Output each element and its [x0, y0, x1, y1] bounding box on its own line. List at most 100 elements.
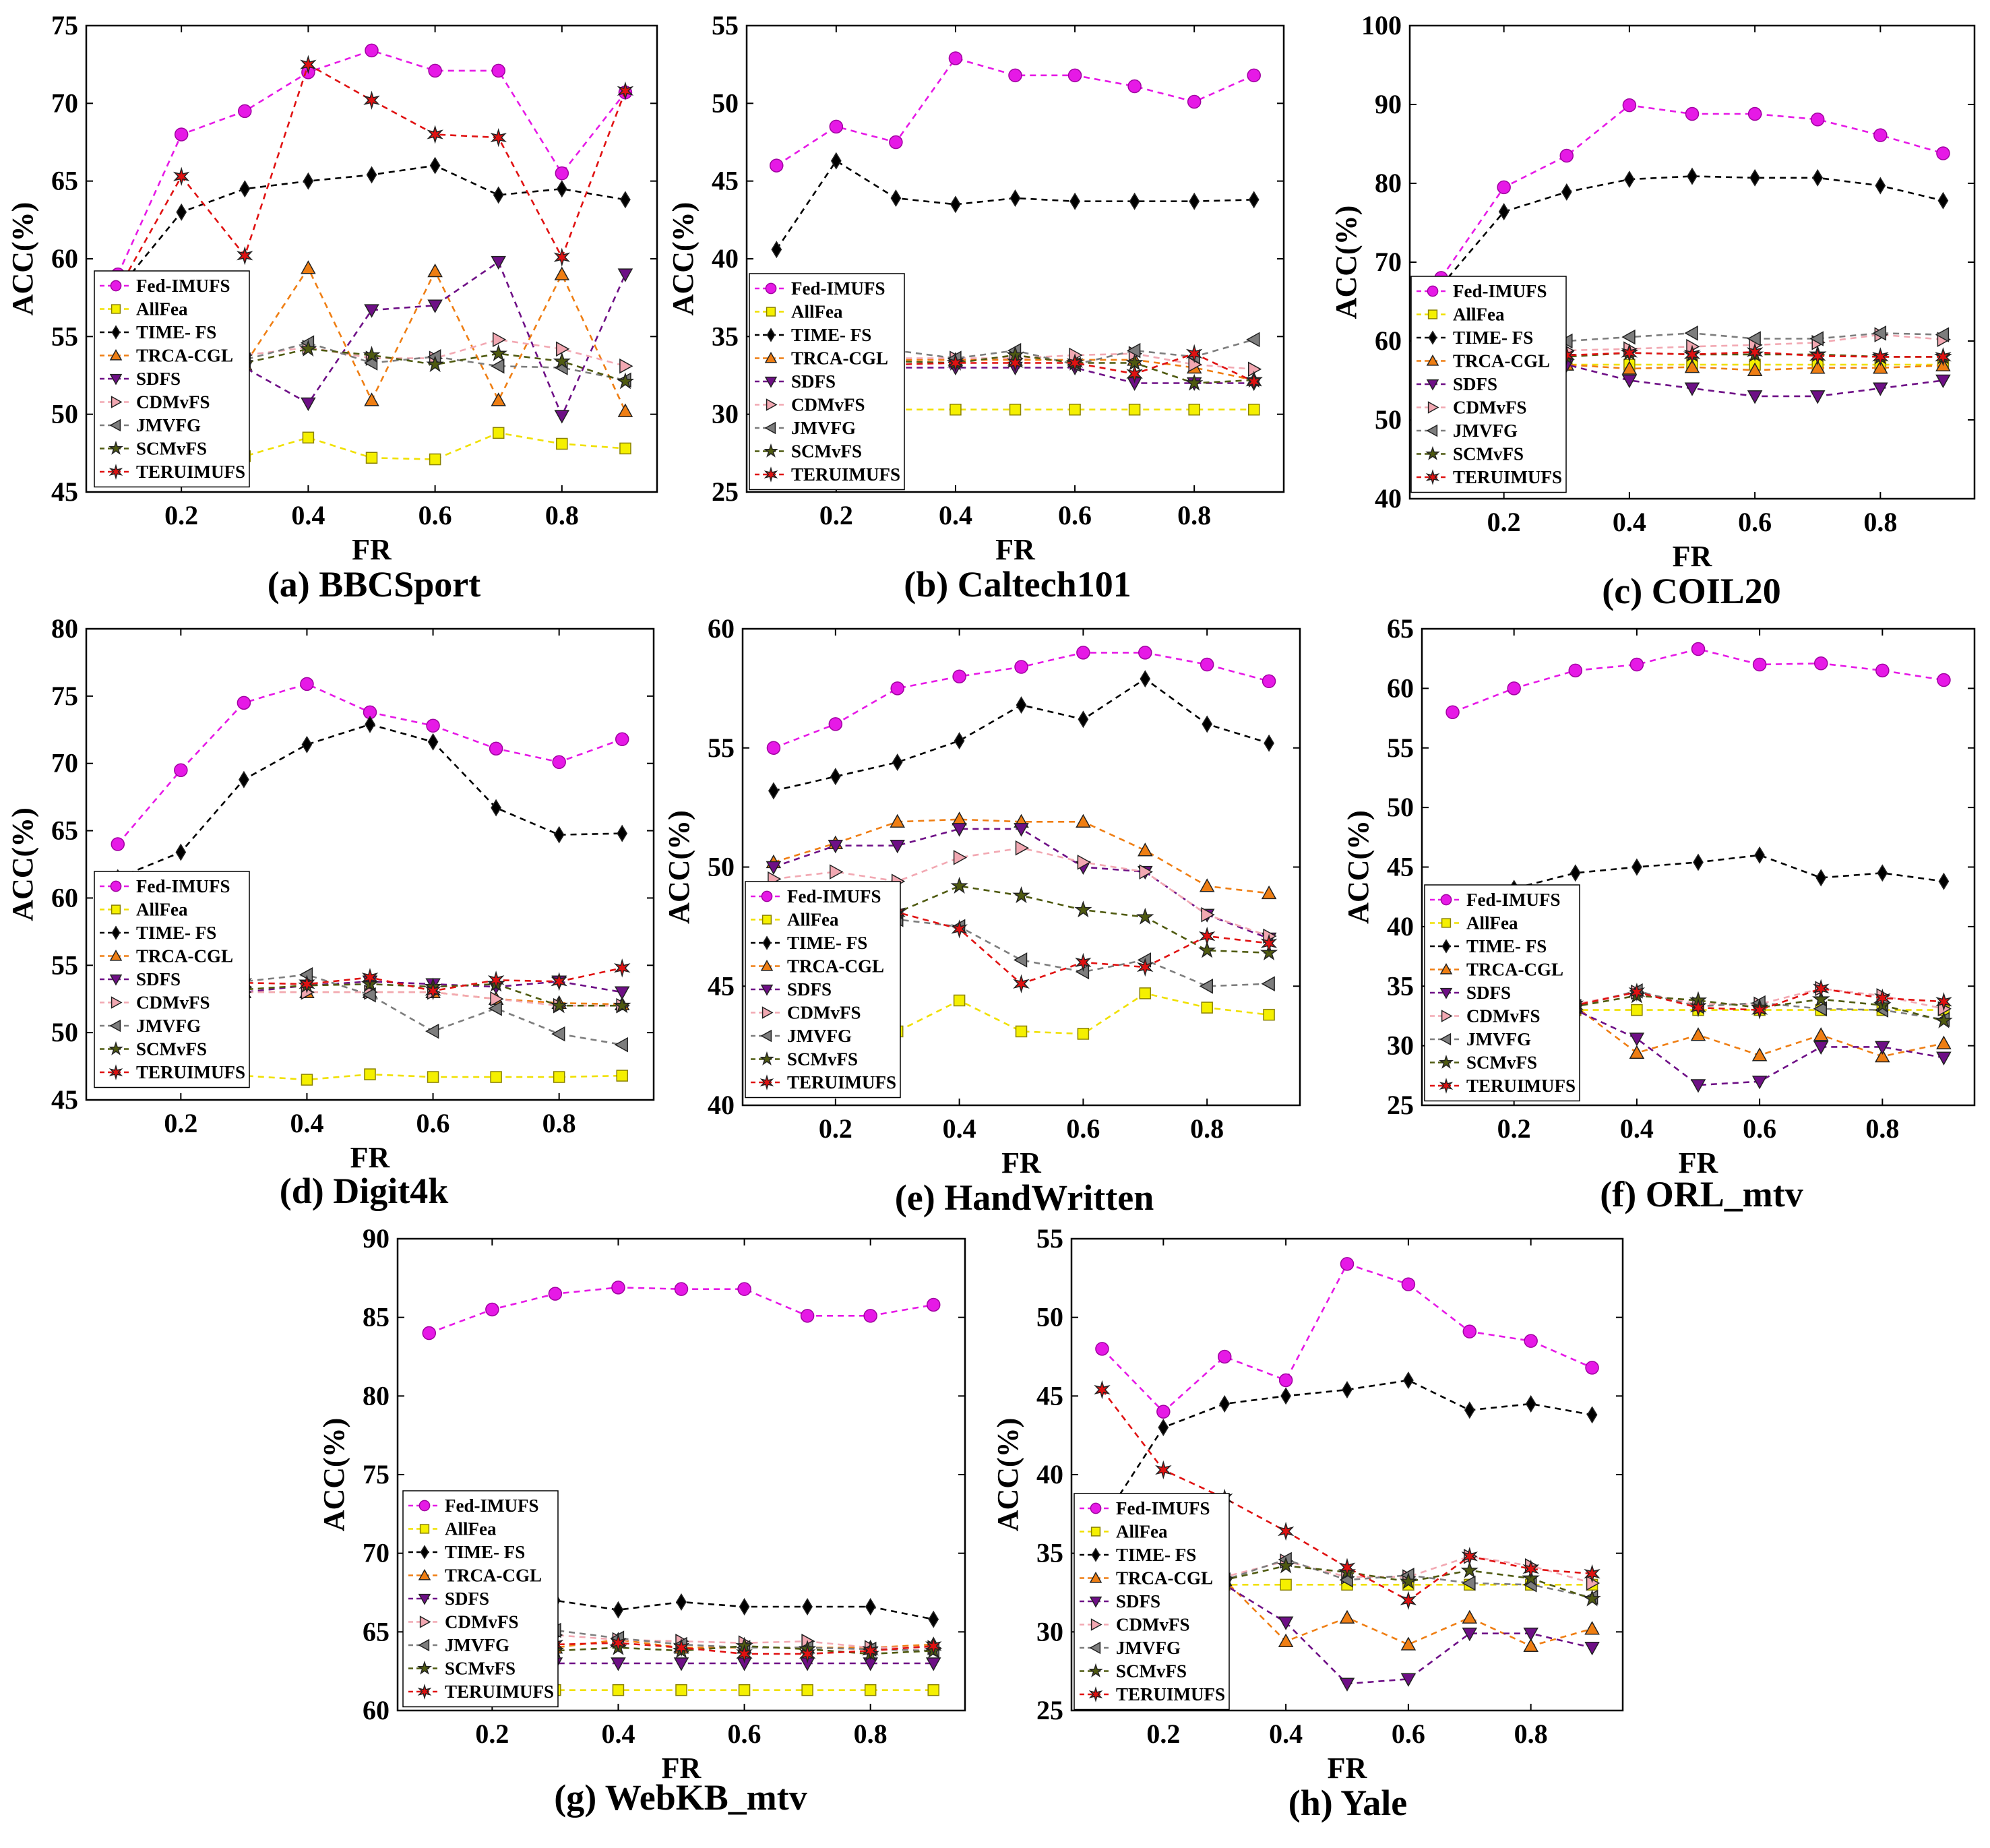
data-point-allfea	[1280, 1578, 1292, 1591]
data-point-cdmvfs	[1139, 864, 1153, 880]
series-area	[1432, 98, 1952, 404]
data-point-fed-imufs	[737, 1282, 751, 1296]
y-tick-label: 25	[1387, 1090, 1414, 1120]
legend-label-fed-imufs: Fed-IMUFS	[787, 886, 881, 906]
data-point-allfea	[801, 1684, 813, 1696]
legend-marker-sdfs	[1426, 379, 1439, 391]
data-point-teruimufs	[1066, 353, 1084, 373]
data-point-fed-imufs	[1340, 1257, 1355, 1271]
y-tick-label: 50	[51, 1017, 78, 1047]
data-point-cdmvfs	[492, 332, 507, 348]
data-point-teruimufs	[1277, 1521, 1295, 1541]
data-point-fed-imufs	[426, 718, 440, 733]
y-tick-label: 70	[363, 1538, 390, 1568]
data-point-trca-cgl	[427, 263, 443, 278]
legend-label-allfea: AllFea	[136, 900, 188, 920]
y-tick-label: 75	[51, 681, 78, 711]
y-tick-label: 50	[51, 399, 78, 429]
legend-label-time-fs: TIME- FS	[136, 322, 216, 342]
data-point-teruimufs	[1746, 342, 1764, 362]
data-point-time-fs	[553, 826, 565, 844]
legend-marker-trca-cgl	[109, 348, 123, 361]
y-axis-label: ACC(%)	[991, 1418, 1024, 1532]
data-point-trca-cgl	[1875, 1048, 1890, 1063]
legend-marker-sdfs	[764, 376, 778, 388]
data-point-fed-imufs	[1622, 98, 1637, 113]
data-point-fed-imufs	[422, 1326, 437, 1341]
data-point-scmvfs	[1935, 1011, 1953, 1028]
data-point-time-fs	[365, 715, 375, 733]
x-axis-label: FR	[1673, 540, 1713, 573]
data-point-trca-cgl	[1873, 360, 1888, 374]
x-tick-label: 0.6	[416, 1108, 450, 1138]
x-tick-label: 0.2	[1487, 507, 1521, 537]
data-point-allfea	[429, 453, 441, 466]
legend-marker-teruimufs	[764, 466, 778, 483]
legend-label-time-fs: TIME- FS	[1466, 936, 1547, 956]
x-tick-label: 0.6	[1058, 500, 1092, 530]
data-point-time-fs	[1009, 189, 1021, 207]
legend-label-time-fs: TIME- FS	[136, 923, 216, 943]
data-point-allfea	[738, 1684, 751, 1696]
legend-label-sdfs: SDFS	[787, 979, 832, 999]
series-line-time-fs	[776, 159, 1254, 250]
panel-caption: (h) Yale	[1288, 1783, 1407, 1823]
data-point-fed-imufs	[1127, 79, 1142, 94]
data-point-allfea	[364, 1068, 376, 1080]
data-point-fed-imufs	[1691, 642, 1706, 656]
data-point-trca-cgl	[1199, 878, 1215, 892]
data-point-fed-imufs	[890, 681, 904, 696]
data-point-fed-imufs	[1497, 180, 1511, 195]
x-axis-label: FR	[1001, 1146, 1042, 1179]
legend-label-cdmvfs: CDMvFS	[1453, 398, 1527, 418]
legend-marker-trca-cgl	[764, 351, 778, 363]
data-point-teruimufs	[300, 55, 317, 74]
panel-b-caltech101: 25 30 35 40 45 50 55 0.2 0.4 0.6 0.8 FR ACC(%) (b) Ca…	[666, 10, 1285, 605]
data-point-teruimufs	[1094, 1380, 1111, 1400]
data-point-trca-cgl	[1523, 1638, 1538, 1653]
data-point-fed-imufs	[1247, 68, 1261, 83]
data-point-teruimufs	[1935, 992, 1952, 1012]
data-point-time-fs	[950, 195, 961, 214]
data-point-sdfs	[427, 299, 443, 313]
data-point-allfea	[1247, 403, 1260, 416]
y-axis-label: ACC(%)	[662, 810, 695, 924]
legend-marker-trca-cgl	[760, 959, 774, 971]
y-tick-label: 55	[708, 733, 735, 763]
legend-marker-time-fs	[766, 328, 776, 342]
legend-label-cdmvfs: CDMvFS	[791, 395, 865, 415]
panel-g-webkb-mtv: 60 65 70 75 80 85 90 0.2 0.4 0.6 0.8 FR ACC(%) (g) We…	[317, 1223, 966, 1818]
x-tick-label: 0.8	[1863, 507, 1897, 537]
data-point-fed-imufs	[952, 669, 966, 683]
y-axis-label: ACC(%)	[6, 202, 39, 316]
x-tick-label: 0.8	[1865, 1113, 1899, 1144]
data-point-fed-imufs	[1067, 68, 1082, 83]
data-point-fed-imufs	[828, 717, 843, 731]
legend-marker-sdfs	[109, 373, 123, 386]
legend-label-sdfs: SDFS	[1116, 1591, 1160, 1611]
legend-label-scmvfs: SCMvFS	[1466, 1053, 1537, 1073]
data-point-time-fs	[1877, 864, 1888, 882]
data-point-allfea	[365, 452, 378, 464]
data-point-allfea	[1263, 1008, 1275, 1021]
data-point-fed-imufs	[552, 755, 566, 769]
data-point-trca-cgl	[1261, 885, 1277, 900]
data-point-fed-imufs	[611, 1281, 625, 1295]
legend: Fed-IMUFS AllFea TIME- FS TRCA-CGL SDFS CDMvF…	[94, 270, 250, 488]
data-point-teruimufs	[1872, 347, 1889, 367]
data-point-sdfs	[828, 839, 844, 854]
legend-marker-jmvfg	[760, 1029, 772, 1043]
data-point-fed-imufs	[889, 135, 903, 150]
y-tick-label: 35	[1387, 971, 1414, 1001]
data-point-fed-imufs	[428, 63, 442, 78]
legend-label-cdmvfs: CDMvFS	[787, 1003, 861, 1023]
x-tick-label: 0.4	[601, 1719, 635, 1749]
legend-marker-jmvfg	[109, 1019, 121, 1033]
data-point-teruimufs	[1874, 988, 1891, 1008]
data-point-scmvfs	[1399, 1572, 1417, 1589]
y-tick-label: 70	[51, 748, 78, 778]
legend-label-scmvfs: SCMvFS	[1453, 444, 1524, 464]
x-axis-label: FR	[350, 1141, 391, 1174]
legend-marker-time-fs	[1428, 330, 1437, 345]
y-tick-label: 50	[712, 88, 739, 118]
